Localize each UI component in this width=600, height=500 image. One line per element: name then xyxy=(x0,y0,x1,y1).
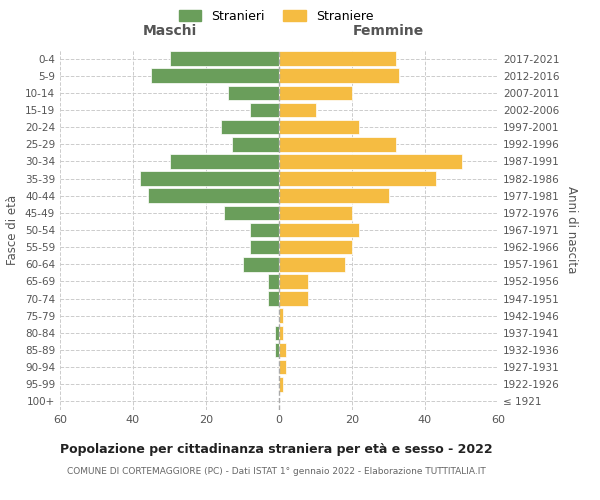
Bar xyxy=(228,86,279,100)
Bar xyxy=(279,68,400,83)
Bar xyxy=(279,188,389,203)
Bar xyxy=(275,326,279,340)
Bar xyxy=(279,86,352,100)
Y-axis label: Fasce di età: Fasce di età xyxy=(7,195,19,265)
Bar xyxy=(221,120,279,134)
Legend: Stranieri, Straniere: Stranieri, Straniere xyxy=(173,5,379,28)
Bar xyxy=(224,206,279,220)
Bar xyxy=(279,360,286,374)
Bar xyxy=(279,52,396,66)
Bar xyxy=(170,52,279,66)
Bar xyxy=(151,68,279,83)
Bar xyxy=(279,137,396,152)
Bar xyxy=(250,222,279,238)
Text: Popolazione per cittadinanza straniera per età e sesso - 2022: Popolazione per cittadinanza straniera p… xyxy=(59,442,493,456)
Y-axis label: Anni di nascita: Anni di nascita xyxy=(565,186,578,274)
Bar xyxy=(279,377,283,392)
Text: COMUNE DI CORTEMAGGIORE (PC) - Dati ISTAT 1° gennaio 2022 - Elaborazione TUTTITA: COMUNE DI CORTEMAGGIORE (PC) - Dati ISTA… xyxy=(67,468,485,476)
Bar xyxy=(170,154,279,168)
Bar xyxy=(232,137,279,152)
Text: Femmine: Femmine xyxy=(353,24,424,38)
Bar xyxy=(279,274,308,288)
Bar xyxy=(279,308,283,323)
Bar xyxy=(250,240,279,254)
Bar xyxy=(279,292,308,306)
Bar xyxy=(279,342,286,357)
Bar xyxy=(148,188,279,203)
Bar xyxy=(140,172,279,186)
Bar xyxy=(279,257,344,272)
Bar xyxy=(279,120,359,134)
Text: Maschi: Maschi xyxy=(142,24,197,38)
Bar xyxy=(279,222,359,238)
Bar xyxy=(268,274,279,288)
Bar xyxy=(279,102,316,118)
Bar xyxy=(279,154,461,168)
Bar xyxy=(279,326,283,340)
Bar xyxy=(279,206,352,220)
Bar xyxy=(268,292,279,306)
Bar xyxy=(250,102,279,118)
Bar xyxy=(279,172,436,186)
Bar xyxy=(279,240,352,254)
Bar xyxy=(275,342,279,357)
Bar xyxy=(242,257,279,272)
